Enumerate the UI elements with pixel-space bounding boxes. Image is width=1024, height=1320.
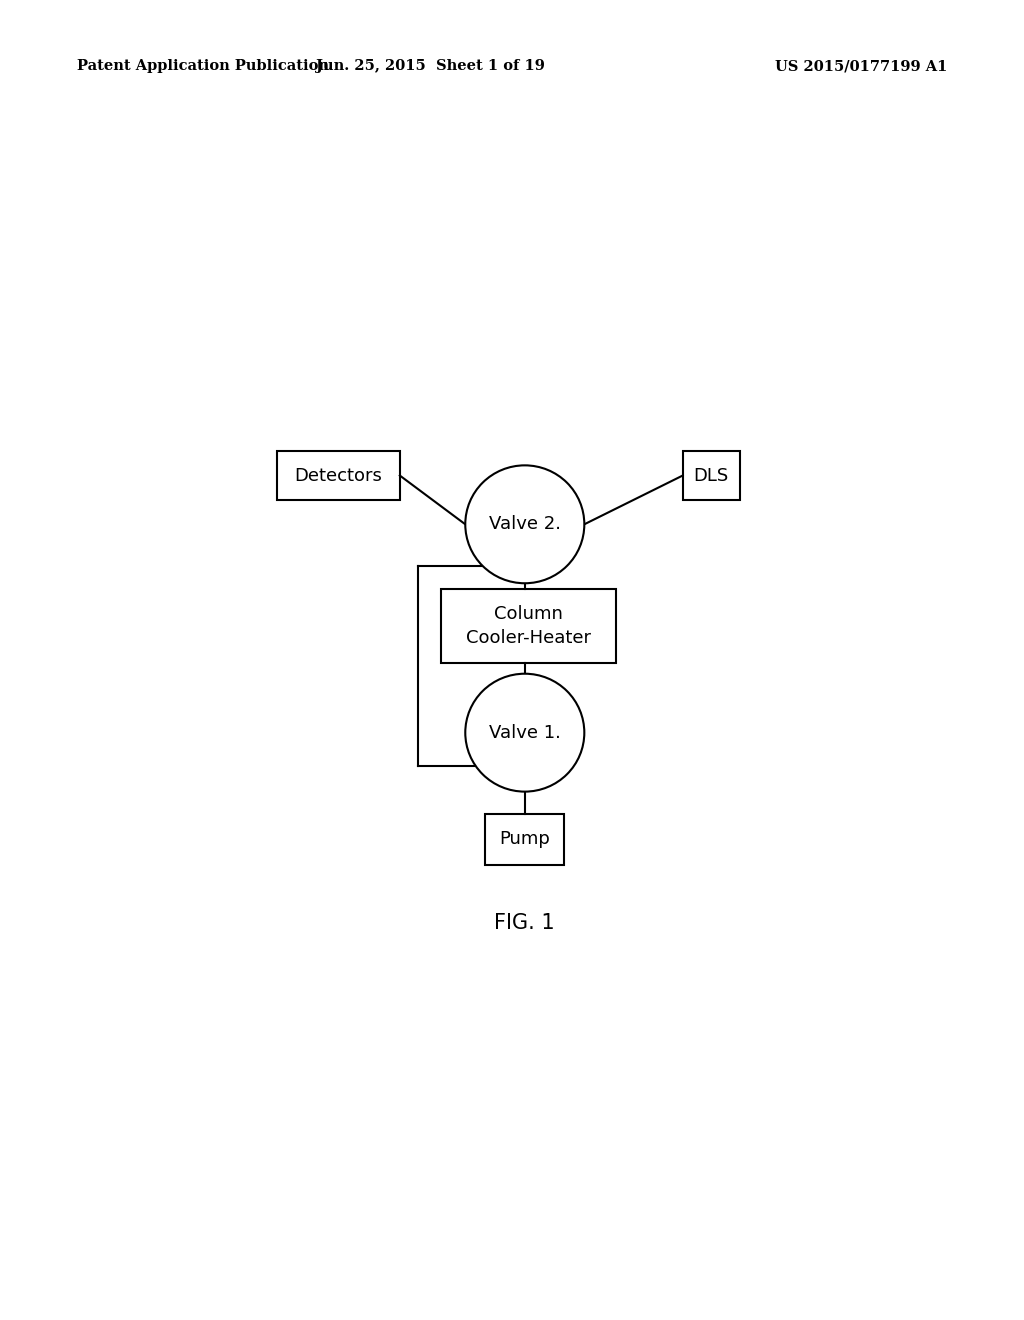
- Bar: [485, 814, 564, 865]
- Text: Patent Application Publication: Patent Application Publication: [77, 59, 329, 74]
- Ellipse shape: [465, 466, 585, 583]
- Text: Valve 1.: Valve 1.: [488, 723, 561, 742]
- Text: US 2015/0177199 A1: US 2015/0177199 A1: [775, 59, 947, 74]
- Bar: [683, 451, 740, 500]
- Text: Valve 2.: Valve 2.: [488, 515, 561, 533]
- Text: FIG. 1: FIG. 1: [495, 912, 555, 933]
- Bar: [276, 451, 399, 500]
- Bar: [441, 589, 616, 663]
- Text: DLS: DLS: [693, 466, 729, 484]
- Text: Detectors: Detectors: [294, 466, 382, 484]
- Text: Pump: Pump: [500, 830, 550, 849]
- Ellipse shape: [465, 673, 585, 792]
- Text: Jun. 25, 2015  Sheet 1 of 19: Jun. 25, 2015 Sheet 1 of 19: [315, 59, 545, 74]
- Text: Column
Cooler-Heater: Column Cooler-Heater: [466, 605, 591, 647]
